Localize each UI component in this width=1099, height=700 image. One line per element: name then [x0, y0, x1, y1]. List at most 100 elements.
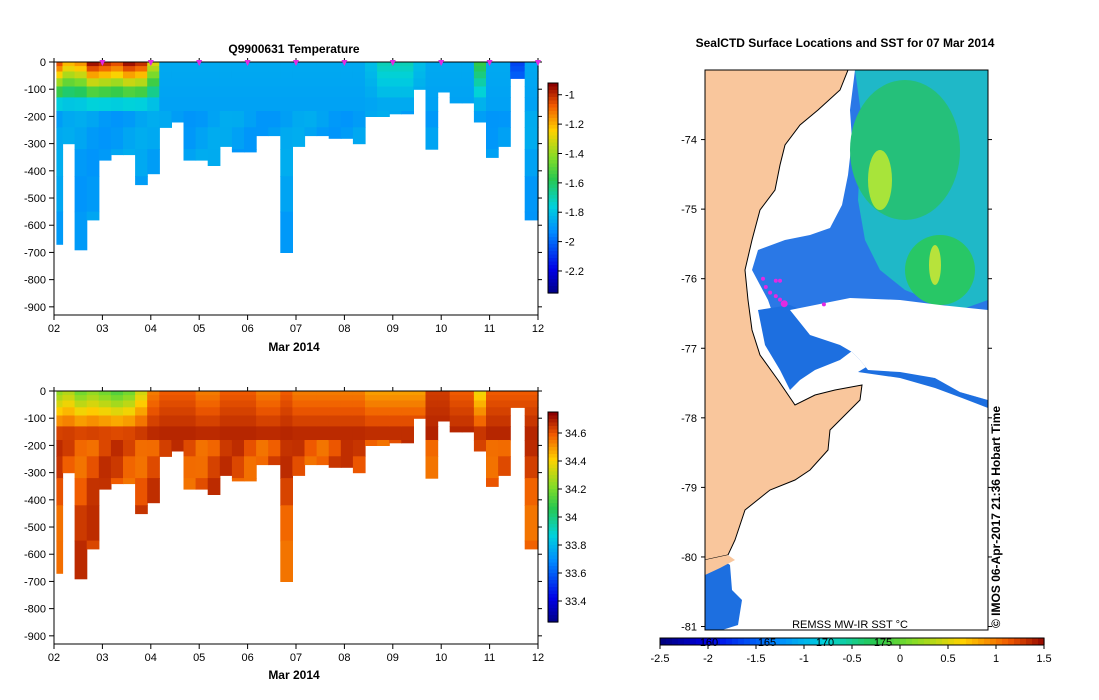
- data-cell: [62, 111, 76, 128]
- data-cell: [498, 62, 511, 67]
- data-cell: [74, 456, 88, 479]
- ice-shelf: [790, 298, 988, 400]
- data-cell: [486, 415, 499, 427]
- colorbar-segment: [548, 139, 558, 144]
- data-cell: [524, 505, 539, 542]
- sst-colorbar-segment: [828, 638, 835, 645]
- x-tick-label: 02: [48, 323, 60, 335]
- data-cell: [524, 391, 539, 396]
- data-cell: [62, 78, 76, 88]
- data-cell: [219, 440, 233, 457]
- colorbar-segment: [548, 279, 558, 284]
- sst-colorbar-segment: [876, 638, 883, 645]
- data-cell: [280, 97, 293, 112]
- data-cell: [510, 71, 526, 79]
- data-cell: [207, 78, 221, 88]
- data-cell: [219, 62, 233, 67]
- data-cell: [316, 407, 330, 417]
- data-cell: [74, 400, 88, 408]
- temperature-colorbar: -1 -1.2 -1.4 -1.6 -1.8 -2 -2.2: [547, 82, 584, 294]
- data-cell: [486, 71, 499, 79]
- data-cell: [413, 86, 427, 90]
- data-cell: [219, 97, 233, 112]
- data-cell: [135, 127, 148, 150]
- x-tick-label: 06: [241, 652, 253, 664]
- data-cell: [524, 176, 539, 213]
- sst-colorbar-segment: [780, 638, 787, 645]
- data-cell: [473, 111, 487, 123]
- data-cell: [510, 395, 526, 402]
- longitude-label: 170: [816, 637, 834, 649]
- data-cell: [256, 391, 269, 396]
- data-cell: [352, 78, 366, 88]
- data-cell: [231, 395, 245, 402]
- data-cell: [498, 395, 511, 402]
- data-cell: [437, 400, 451, 408]
- data-cell: [183, 127, 197, 150]
- data-cell: [86, 211, 100, 221]
- data-cell: [98, 400, 112, 408]
- data-cell: [195, 395, 209, 402]
- data-cell: [110, 391, 124, 396]
- x-tick-label: 12: [532, 652, 544, 664]
- sst-colorbar-segment: [912, 638, 919, 645]
- data-cell: [304, 111, 318, 128]
- data-cell: [183, 97, 197, 112]
- data-cell: [524, 97, 539, 112]
- colorbar-segment: [548, 415, 558, 420]
- data-cell: [401, 426, 414, 441]
- data-cell: [498, 426, 511, 441]
- data-cell: [365, 391, 378, 396]
- data-cell: [268, 97, 281, 112]
- copyright-symbol: ©: [989, 619, 1003, 628]
- data-cell: [74, 540, 88, 580]
- data-cell: [316, 456, 330, 466]
- data-cell: [510, 400, 526, 408]
- data-cell: [183, 478, 197, 490]
- data-cell: [98, 66, 112, 73]
- data-cell: [328, 400, 342, 408]
- data-cell: [123, 415, 136, 427]
- data-cell: [473, 415, 487, 427]
- data-cell: [256, 440, 269, 457]
- data-cell: [486, 66, 499, 73]
- x-tick-label: 03: [96, 323, 108, 335]
- data-cell: [437, 62, 451, 67]
- data-cell: [473, 97, 487, 112]
- colorbar-segment: [548, 461, 558, 466]
- data-cell: [486, 456, 499, 479]
- data-cell: [449, 66, 463, 73]
- colorbar-segment: [548, 216, 558, 221]
- data-cell: [56, 78, 64, 88]
- data-cell: [123, 395, 136, 402]
- colorbar-segment: [548, 167, 558, 172]
- data-cell: [524, 211, 539, 221]
- data-cell: [377, 111, 390, 117]
- sst-colorbar-segment: [798, 638, 805, 645]
- data-cell: [256, 62, 269, 67]
- data-cell: [110, 407, 124, 417]
- data-cell: [135, 505, 148, 515]
- x-tick-label: 05: [193, 323, 205, 335]
- data-cell: [244, 415, 257, 427]
- data-cell: [86, 149, 100, 177]
- data-cell: [413, 71, 427, 79]
- data-cell: [56, 86, 64, 98]
- data-cell: [425, 407, 439, 417]
- data-cell: [389, 111, 402, 115]
- data-cell: [207, 149, 221, 166]
- data-cell: [219, 415, 233, 427]
- data-cell: [461, 78, 475, 88]
- data-cell: [389, 391, 402, 396]
- data-cell: [159, 78, 172, 88]
- sst-colorbar-tick-label: -2.5: [651, 653, 670, 665]
- sst-colorbar-segment: [804, 638, 811, 645]
- data-cell: [183, 415, 197, 427]
- colorbar-segment: [548, 132, 558, 137]
- colorbar-segment: [548, 440, 558, 445]
- data-cell: [486, 97, 499, 112]
- data-cell: [292, 395, 306, 402]
- data-cell: [207, 86, 221, 98]
- data-cell: [365, 78, 378, 88]
- data-cell: [413, 400, 427, 408]
